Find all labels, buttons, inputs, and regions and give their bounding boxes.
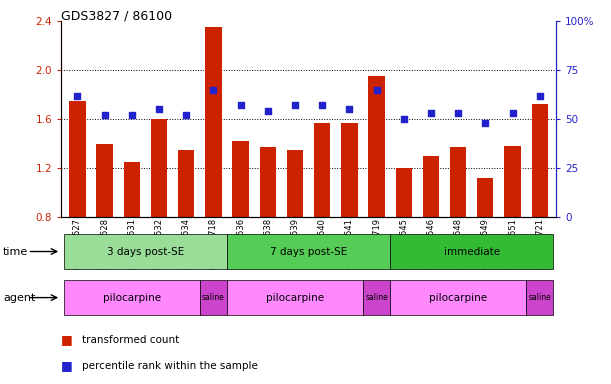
Text: immediate: immediate [444, 247, 500, 257]
Text: 7 days post-SE: 7 days post-SE [270, 247, 347, 257]
Bar [395, 168, 412, 217]
Bar [368, 76, 385, 217]
Text: percentile rank within the sample: percentile rank within the sample [82, 361, 258, 371]
Bar [532, 104, 548, 217]
Point [236, 102, 246, 108]
Text: agent: agent [3, 293, 35, 303]
Point [290, 102, 300, 108]
Bar [314, 123, 331, 217]
Bar [227, 280, 363, 315]
Bar [232, 141, 249, 217]
Bar [69, 101, 86, 217]
Bar [200, 280, 227, 315]
Point [399, 116, 409, 122]
Point [73, 93, 82, 99]
Bar [97, 144, 113, 217]
Point [480, 120, 490, 126]
Bar [260, 147, 276, 217]
Point [154, 106, 164, 113]
Point [426, 110, 436, 116]
Bar [390, 234, 554, 269]
Bar [123, 162, 140, 217]
Text: pilocarpine: pilocarpine [103, 293, 161, 303]
Text: ■: ■ [61, 333, 73, 346]
Bar [526, 280, 554, 315]
Bar [477, 178, 494, 217]
Bar [504, 146, 521, 217]
Point [508, 110, 518, 116]
Text: saline: saline [529, 293, 551, 302]
Bar [64, 280, 200, 315]
Point [345, 106, 354, 113]
Point [453, 110, 463, 116]
Text: GDS3827 / 86100: GDS3827 / 86100 [61, 10, 172, 23]
Point [100, 112, 109, 118]
Point [181, 112, 191, 118]
Point [317, 102, 327, 108]
Text: saline: saline [365, 293, 388, 302]
Point [127, 112, 137, 118]
Bar [450, 147, 466, 217]
Bar [423, 156, 439, 217]
Bar [341, 123, 357, 217]
Bar [227, 234, 390, 269]
Text: saline: saline [202, 293, 225, 302]
Bar [178, 150, 194, 217]
Point [371, 87, 381, 93]
Bar [363, 280, 390, 315]
Point [535, 93, 544, 99]
Text: ■: ■ [61, 359, 73, 372]
Text: time: time [3, 247, 28, 257]
Text: 3 days post-SE: 3 days post-SE [107, 247, 184, 257]
Bar [151, 119, 167, 217]
Bar [205, 27, 222, 217]
Bar [390, 280, 526, 315]
Point [208, 87, 218, 93]
Text: pilocarpine: pilocarpine [266, 293, 324, 303]
Bar [64, 234, 227, 269]
Bar [287, 150, 303, 217]
Text: pilocarpine: pilocarpine [429, 293, 487, 303]
Point [263, 108, 273, 114]
Text: transformed count: transformed count [82, 335, 180, 345]
